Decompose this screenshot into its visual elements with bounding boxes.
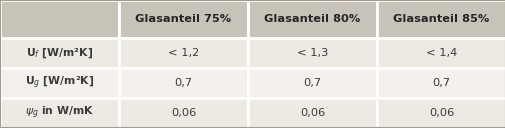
Text: < 1,3: < 1,3 [296, 48, 328, 58]
Text: 0,06: 0,06 [171, 108, 195, 118]
Text: Glasanteil 85%: Glasanteil 85% [392, 14, 489, 24]
Text: 0,7: 0,7 [174, 78, 192, 88]
Text: < 1,4: < 1,4 [425, 48, 456, 58]
Bar [119, 38, 247, 68]
Bar [247, 38, 376, 68]
Text: $\psi_g$ in W/mK: $\psi_g$ in W/mK [25, 105, 94, 121]
Text: 0,7: 0,7 [303, 78, 321, 88]
Text: 0,7: 0,7 [432, 78, 449, 88]
Bar [0, 0, 119, 38]
Bar [119, 0, 247, 38]
Text: Glasanteil 80%: Glasanteil 80% [264, 14, 360, 24]
Bar [0, 98, 119, 128]
Text: U$_g$ [W/m²K]: U$_g$ [W/m²K] [25, 75, 94, 91]
Text: Glasanteil 75%: Glasanteil 75% [135, 14, 231, 24]
Bar [376, 68, 505, 98]
Bar [376, 0, 505, 38]
Text: < 1,2: < 1,2 [168, 48, 198, 58]
Text: U$_f$ [W/m²K]: U$_f$ [W/m²K] [26, 46, 93, 60]
Bar [119, 68, 247, 98]
Bar [247, 0, 376, 38]
Bar [376, 38, 505, 68]
Bar [0, 68, 119, 98]
Bar [119, 98, 247, 128]
Text: 0,06: 0,06 [428, 108, 453, 118]
Bar [0, 38, 119, 68]
Text: 0,06: 0,06 [299, 108, 324, 118]
Bar [247, 98, 376, 128]
Bar [247, 68, 376, 98]
Bar [376, 98, 505, 128]
